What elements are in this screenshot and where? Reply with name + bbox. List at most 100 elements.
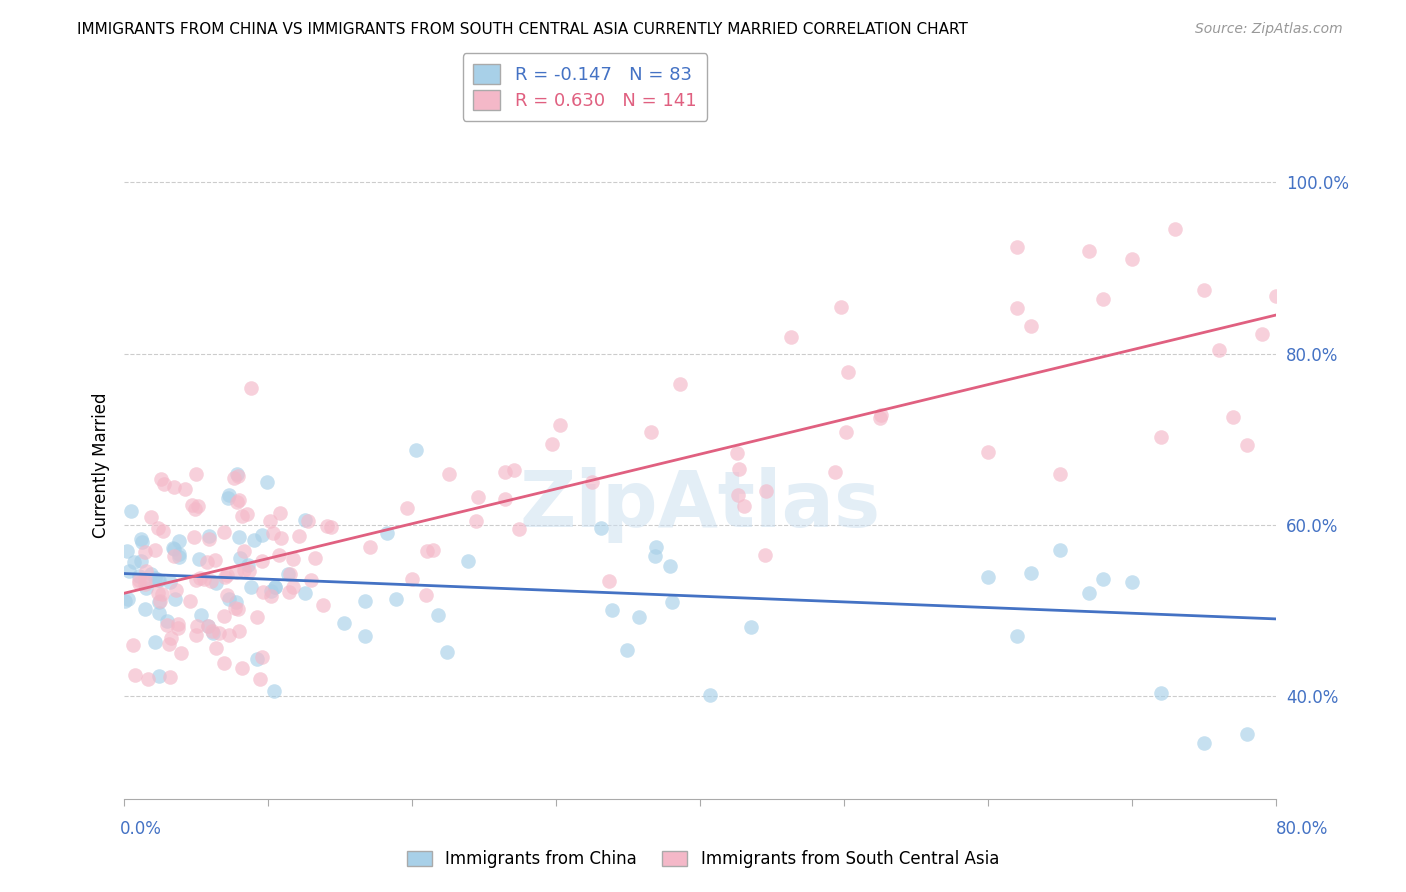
Point: [236, 558, 259, 572]
Point: [193, 572, 215, 586]
Point: [143, 571, 166, 585]
Point: [181, 498, 204, 512]
Point: [494, 465, 516, 479]
Point: [659, 559, 682, 574]
Point: [201, 626, 224, 640]
Point: [1150, 686, 1173, 700]
Point: [169, 534, 191, 549]
Point: [591, 521, 613, 535]
Point: [259, 514, 281, 528]
Point: [457, 554, 479, 568]
Point: [835, 425, 858, 439]
Point: [250, 554, 273, 568]
Point: [467, 490, 489, 504]
Point: [277, 567, 299, 582]
Point: [278, 584, 301, 599]
Point: [148, 668, 170, 682]
Point: [118, 564, 141, 578]
Point: [869, 409, 891, 423]
Point: [238, 564, 260, 578]
Point: [281, 580, 304, 594]
Point: [1005, 301, 1028, 316]
Point: [149, 472, 172, 486]
Point: [129, 554, 152, 568]
Point: [198, 533, 221, 547]
Point: [225, 594, 247, 608]
Point: [231, 508, 253, 523]
Point: [1021, 319, 1043, 334]
Point: [114, 594, 136, 608]
Point: [170, 646, 193, 660]
Point: [162, 541, 184, 555]
Point: [217, 567, 239, 582]
Point: [249, 672, 271, 686]
Point: [146, 521, 169, 535]
Point: [135, 581, 157, 595]
Point: [233, 563, 256, 577]
Point: [163, 542, 186, 557]
Point: [661, 594, 683, 608]
Point: [128, 573, 150, 587]
Point: [159, 670, 181, 684]
Legend: R = -0.147   N = 83, R = 0.630   N = 141: R = -0.147 N = 83, R = 0.630 N = 141: [463, 54, 707, 121]
Text: IMMIGRANTS FROM CHINA VS IMMIGRANTS FROM SOUTH CENTRAL ASIA CURRENTLY MARRIED CO: IMMIGRANTS FROM CHINA VS IMMIGRANTS FROM…: [77, 22, 969, 37]
Point: [121, 638, 143, 652]
Legend: Immigrants from China, Immigrants from South Central Asia: Immigrants from China, Immigrants from S…: [401, 844, 1005, 875]
Point: [725, 446, 748, 460]
Point: [134, 572, 156, 586]
Point: [728, 462, 751, 476]
Point: [263, 684, 285, 698]
Point: [198, 529, 221, 543]
Point: [600, 603, 623, 617]
Point: [159, 637, 181, 651]
Point: [312, 599, 335, 613]
Point: [153, 476, 176, 491]
Point: [136, 672, 159, 686]
Point: [754, 548, 776, 562]
Point: [353, 629, 375, 643]
Point: [141, 510, 163, 524]
Point: [294, 585, 316, 599]
Point: [187, 499, 209, 513]
Point: [228, 529, 250, 543]
Point: [288, 529, 311, 543]
Point: [115, 544, 138, 558]
Point: [201, 624, 224, 639]
Point: [124, 555, 146, 569]
Point: [166, 621, 188, 635]
Point: [163, 480, 186, 494]
Point: [204, 641, 226, 656]
Point: [1049, 543, 1071, 558]
Point: [437, 467, 460, 481]
Point: [224, 601, 246, 615]
Point: [278, 567, 301, 582]
Point: [260, 589, 283, 603]
Point: [129, 532, 152, 546]
Point: [740, 620, 762, 634]
Point: [260, 583, 283, 598]
Point: [727, 488, 749, 502]
Text: Source: ZipAtlas.com: Source: ZipAtlas.com: [1195, 22, 1343, 37]
Text: 0.0%: 0.0%: [120, 820, 162, 838]
Point: [224, 471, 246, 485]
Point: [243, 533, 266, 547]
Point: [837, 365, 859, 379]
Point: [128, 569, 150, 583]
Point: [281, 552, 304, 566]
Point: [354, 593, 377, 607]
Point: [146, 586, 169, 600]
Point: [212, 525, 235, 540]
Point: [190, 571, 212, 585]
Point: [214, 570, 236, 584]
Point: [128, 576, 150, 591]
Point: [188, 551, 211, 566]
Point: [541, 437, 564, 451]
Point: [1250, 327, 1272, 342]
Point: [1092, 572, 1115, 586]
Point: [270, 531, 292, 545]
Point: [669, 376, 692, 391]
Point: [304, 551, 326, 566]
Point: [225, 565, 247, 579]
Point: [184, 574, 207, 588]
Point: [644, 540, 666, 554]
